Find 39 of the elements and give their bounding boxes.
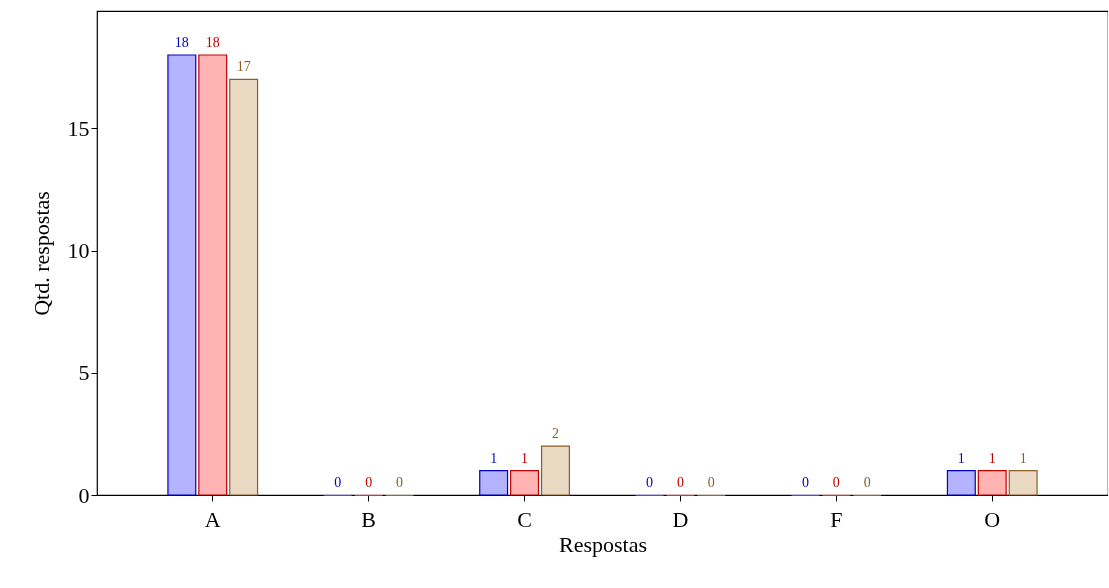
data-label: 18 bbox=[174, 35, 189, 50]
data-label: 1 bbox=[521, 450, 529, 466]
bar bbox=[167, 54, 197, 496]
data-label: 0 bbox=[396, 475, 404, 490]
bar bbox=[198, 54, 228, 496]
data-label: 0 bbox=[676, 475, 684, 490]
data-label: 0 bbox=[646, 475, 654, 490]
data-label: 0 bbox=[334, 475, 342, 490]
data-label: 1 bbox=[957, 450, 965, 466]
data-label: 1 bbox=[988, 450, 996, 466]
data-label: 0 bbox=[365, 475, 373, 490]
data-label: 2 bbox=[551, 426, 559, 442]
data-label: 1 bbox=[490, 450, 498, 466]
data-label: 0 bbox=[801, 475, 809, 490]
x-tick-label: B bbox=[361, 506, 376, 532]
data-label: 18 bbox=[205, 35, 220, 50]
x-tick-label: C bbox=[517, 506, 532, 532]
data-label: 0 bbox=[707, 475, 715, 490]
bar bbox=[977, 469, 1007, 496]
bar bbox=[229, 78, 259, 496]
y-axis-title: Qtd. respostas bbox=[28, 191, 54, 316]
x-tick-label: O bbox=[984, 506, 1001, 532]
x-tick-label: D bbox=[672, 506, 689, 532]
y-tick-label: 15 bbox=[67, 115, 90, 141]
bar bbox=[1008, 469, 1038, 496]
bar bbox=[510, 469, 540, 496]
data-label: 0 bbox=[863, 475, 871, 490]
data-label: 0 bbox=[832, 475, 840, 490]
y-tick-label: 5 bbox=[78, 360, 90, 386]
bar bbox=[946, 469, 976, 496]
x-tick-label: A bbox=[204, 506, 221, 532]
bar bbox=[540, 445, 570, 496]
y-tick-label: 10 bbox=[67, 238, 90, 264]
y-tick-label: 0 bbox=[78, 482, 90, 508]
x-axis-title: Respostas bbox=[559, 531, 647, 557]
data-label: 17 bbox=[236, 59, 251, 75]
data-label: 1 bbox=[1019, 450, 1027, 466]
x-tick-label: F bbox=[830, 506, 843, 532]
bar bbox=[479, 469, 509, 496]
